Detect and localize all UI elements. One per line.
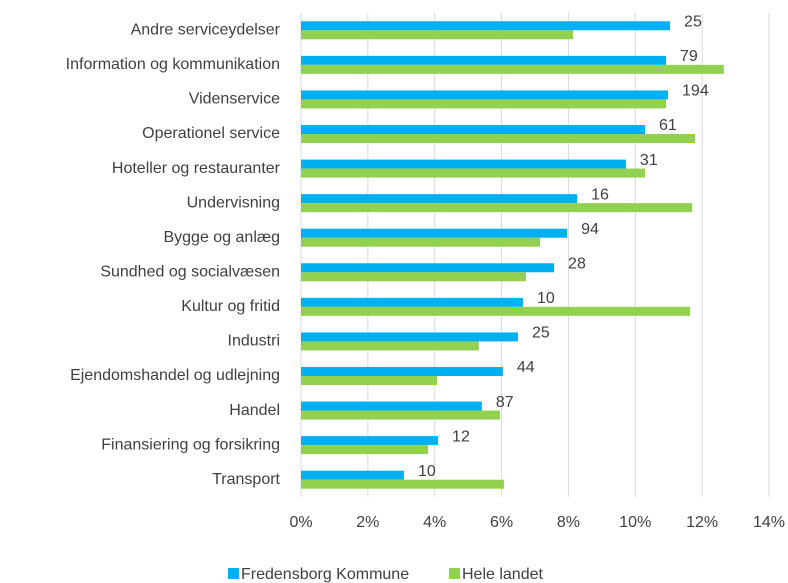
data-label: 10 [537, 290, 555, 307]
y-tick-label: Andre serviceydelser [131, 22, 281, 39]
data-label: 12 [452, 428, 470, 445]
legend-swatch [449, 568, 460, 579]
bar [301, 479, 504, 489]
bar [301, 21, 671, 31]
data-label: 61 [659, 117, 677, 134]
y-tick-label: Ejendomshandel og udlejning [70, 367, 280, 384]
data-label: 16 [591, 186, 609, 203]
data-label: 194 [682, 83, 709, 100]
data-label: 31 [640, 152, 658, 169]
bar [301, 297, 523, 307]
y-tick-label: Kultur og fritid [181, 298, 280, 315]
bar [301, 64, 724, 74]
bar [301, 55, 667, 65]
y-tick-label: Operationel service [142, 125, 280, 142]
x-tick-label: 14% [753, 514, 785, 531]
bar [301, 470, 404, 480]
bar [301, 445, 429, 455]
bar [301, 401, 482, 411]
bar [301, 376, 438, 385]
bar [301, 134, 696, 143]
bar [301, 436, 439, 446]
x-tick-label: 10% [619, 514, 651, 531]
x-tick-label: 12% [686, 514, 718, 531]
y-tick-label: Hoteller og restauranter [112, 160, 281, 177]
bar [301, 203, 693, 213]
data-label: 10 [418, 463, 436, 480]
y-tick-label: Finansiering og forsikring [101, 436, 280, 453]
bar [301, 159, 626, 169]
bar [301, 237, 541, 247]
bar [301, 90, 669, 100]
bar [301, 341, 479, 351]
bar [301, 272, 526, 282]
y-tick-label: Information og kommunikation [66, 56, 280, 73]
y-tick-label: Transport [212, 471, 280, 488]
bar [301, 410, 500, 420]
bar [301, 306, 691, 316]
data-label: 87 [496, 394, 514, 411]
y-tick-label: Undervisning [187, 194, 280, 211]
data-label: 44 [517, 359, 535, 376]
x-tick-label: 8% [557, 514, 580, 531]
bar [301, 168, 645, 178]
bar [301, 263, 555, 273]
y-tick-label: Handel [229, 402, 280, 419]
x-tick-label: 4% [423, 514, 446, 531]
bar [301, 125, 645, 134]
data-label: 28 [568, 256, 586, 273]
legend-label: Fredensborg Kommune [241, 566, 409, 583]
bar [301, 99, 667, 109]
legend-swatch [228, 568, 239, 579]
data-label: 25 [684, 14, 702, 31]
bar [301, 332, 518, 342]
y-tick-label: Industri [228, 333, 280, 350]
bar [301, 30, 574, 40]
data-label: 79 [680, 48, 698, 65]
x-tick-label: 0% [289, 514, 312, 531]
y-tick-label: Bygge og anlæg [163, 229, 280, 246]
data-label: 94 [581, 221, 599, 238]
legend-label: Hele landet [462, 566, 544, 583]
x-tick-label: 2% [356, 514, 379, 531]
bar [301, 367, 503, 376]
x-tick-label: 6% [490, 514, 513, 531]
bar [301, 228, 568, 238]
data-label: 25 [532, 325, 550, 342]
bar [301, 194, 578, 204]
y-tick-label: Sundhed og socialvæsen [100, 264, 280, 281]
y-tick-label: Videnservice [189, 91, 280, 108]
